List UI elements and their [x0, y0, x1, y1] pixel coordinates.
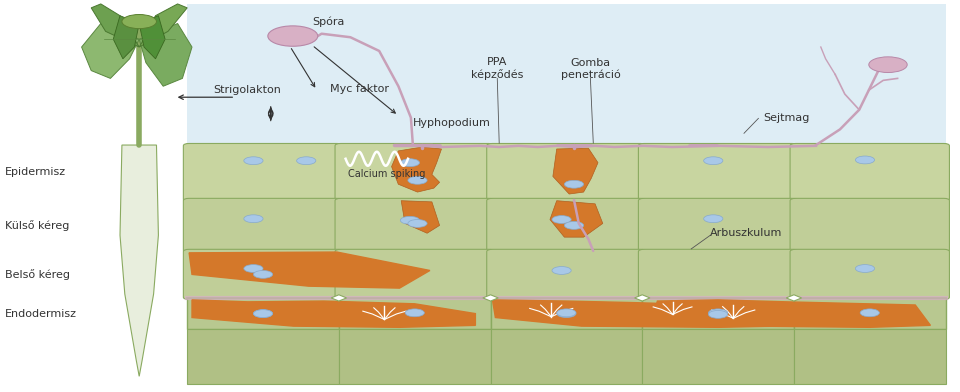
- Polygon shape: [483, 295, 498, 301]
- Bar: [491, 298, 642, 329]
- Polygon shape: [492, 300, 779, 327]
- Text: Sejtmag: Sejtmag: [763, 113, 809, 123]
- Bar: [642, 298, 794, 329]
- Circle shape: [708, 309, 728, 317]
- Polygon shape: [550, 201, 603, 237]
- Circle shape: [708, 310, 728, 318]
- Circle shape: [400, 216, 420, 224]
- Circle shape: [253, 270, 273, 278]
- Bar: [187, 329, 339, 384]
- Polygon shape: [635, 295, 650, 301]
- Circle shape: [855, 265, 875, 272]
- Circle shape: [855, 156, 875, 164]
- Text: Arbuszkulum: Arbuszkulum: [710, 228, 782, 238]
- Circle shape: [557, 310, 576, 318]
- Circle shape: [860, 309, 879, 317]
- FancyBboxPatch shape: [183, 249, 343, 299]
- Bar: [642, 329, 794, 384]
- Text: PPA
képződés: PPA képződés: [471, 57, 523, 80]
- FancyBboxPatch shape: [183, 143, 343, 201]
- Text: Belső kéreg: Belső kéreg: [5, 269, 70, 280]
- Polygon shape: [82, 24, 139, 78]
- Circle shape: [253, 310, 273, 318]
- Circle shape: [400, 159, 420, 167]
- Circle shape: [244, 265, 263, 272]
- Text: Calcium spiking: Calcium spiking: [348, 169, 426, 180]
- FancyBboxPatch shape: [335, 198, 494, 252]
- Circle shape: [244, 157, 263, 165]
- Text: Myc faktor: Myc faktor: [330, 84, 390, 94]
- FancyBboxPatch shape: [638, 249, 798, 299]
- Circle shape: [408, 176, 427, 184]
- Circle shape: [122, 15, 156, 29]
- Polygon shape: [786, 295, 802, 301]
- Bar: [794, 329, 946, 384]
- Text: Spóra: Spóra: [312, 16, 345, 27]
- Circle shape: [564, 180, 584, 188]
- Bar: [339, 329, 491, 384]
- Polygon shape: [553, 148, 598, 194]
- FancyBboxPatch shape: [487, 249, 646, 299]
- Circle shape: [253, 310, 273, 318]
- FancyBboxPatch shape: [790, 143, 949, 201]
- Circle shape: [869, 57, 907, 73]
- Polygon shape: [652, 300, 930, 327]
- Polygon shape: [392, 147, 442, 192]
- Circle shape: [244, 215, 263, 223]
- FancyBboxPatch shape: [183, 198, 343, 252]
- Text: Strigolakton: Strigolakton: [214, 85, 281, 95]
- FancyBboxPatch shape: [335, 143, 494, 201]
- Bar: [794, 298, 946, 329]
- Circle shape: [564, 221, 584, 229]
- Polygon shape: [120, 145, 158, 376]
- Polygon shape: [192, 300, 475, 327]
- Circle shape: [405, 309, 424, 317]
- Bar: [491, 329, 642, 384]
- Circle shape: [552, 267, 571, 274]
- Text: Endodermisz: Endodermisz: [5, 309, 77, 319]
- Circle shape: [268, 26, 318, 46]
- FancyBboxPatch shape: [487, 143, 646, 201]
- Text: Gomba
penetráció: Gomba penetráció: [561, 58, 620, 80]
- Circle shape: [552, 216, 571, 223]
- FancyBboxPatch shape: [187, 4, 946, 145]
- Circle shape: [704, 215, 723, 223]
- Polygon shape: [401, 201, 440, 233]
- FancyBboxPatch shape: [790, 249, 949, 299]
- FancyBboxPatch shape: [638, 143, 798, 201]
- FancyBboxPatch shape: [638, 198, 798, 252]
- Polygon shape: [139, 4, 187, 47]
- FancyBboxPatch shape: [790, 198, 949, 252]
- Polygon shape: [331, 295, 347, 301]
- Circle shape: [704, 157, 723, 165]
- Bar: [187, 298, 339, 329]
- Circle shape: [408, 220, 427, 227]
- Circle shape: [557, 309, 576, 317]
- Polygon shape: [91, 4, 139, 47]
- Polygon shape: [113, 16, 139, 59]
- FancyBboxPatch shape: [487, 198, 646, 252]
- Polygon shape: [189, 252, 430, 288]
- Bar: [339, 298, 491, 329]
- Text: Hyphopodium: Hyphopodium: [413, 118, 491, 129]
- Polygon shape: [139, 24, 192, 86]
- Text: Epidermisz: Epidermisz: [5, 167, 66, 178]
- Polygon shape: [139, 16, 165, 59]
- Text: Külső kéreg: Külső kéreg: [5, 220, 69, 231]
- Circle shape: [297, 157, 316, 165]
- FancyBboxPatch shape: [335, 249, 494, 299]
